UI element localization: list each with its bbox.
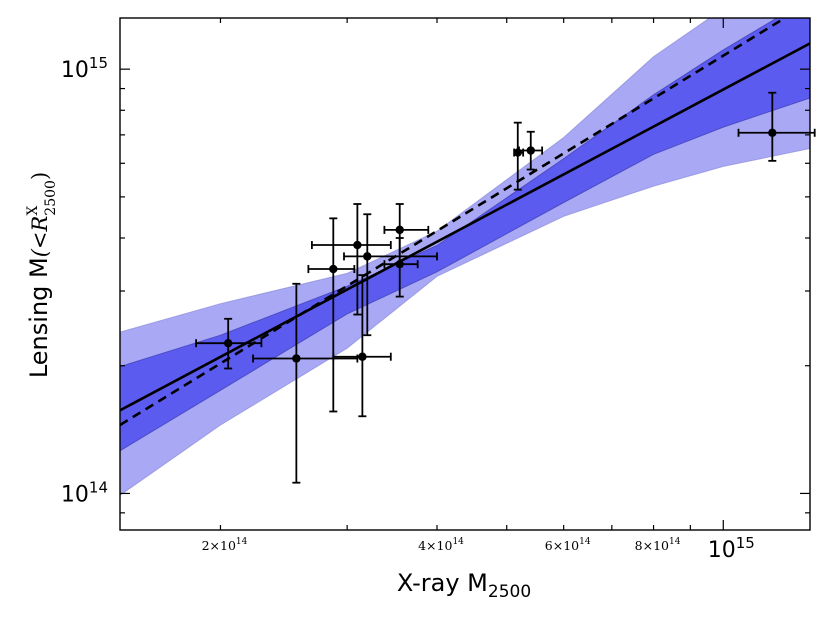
tick-mantissa: 8×10 bbox=[635, 538, 669, 553]
y-tick-label-major-1: 1014 bbox=[61, 478, 108, 507]
data-marker bbox=[353, 240, 362, 250]
x-axis-title: X-ray M2500 bbox=[397, 569, 531, 602]
x-tick-label-minor-1: 2×1014 bbox=[202, 537, 248, 553]
data-marker bbox=[395, 225, 404, 235]
data-marker bbox=[526, 146, 535, 155]
data-point-3 bbox=[307, 217, 356, 413]
confidence-bands bbox=[120, 18, 810, 496]
tick-exponent: 15 bbox=[736, 534, 755, 552]
tick-mantissa: 4×10 bbox=[418, 538, 452, 553]
tick-base: 10 bbox=[708, 538, 736, 563]
data-point-11 bbox=[737, 91, 816, 162]
data-marker bbox=[513, 148, 522, 157]
data-marker bbox=[358, 352, 367, 361]
tick-exponent: 14 bbox=[452, 537, 464, 547]
data-marker bbox=[768, 128, 777, 137]
data-point-10 bbox=[518, 130, 544, 171]
tick-base: 10 bbox=[61, 58, 89, 83]
data-point-2 bbox=[252, 282, 359, 484]
reference-line-dashed bbox=[120, 19, 781, 427]
x-tick-label-minor-2: 4×1014 bbox=[418, 537, 464, 553]
data-marker bbox=[363, 252, 372, 261]
tick-base: 10 bbox=[61, 482, 89, 507]
data-marker bbox=[223, 338, 233, 348]
tick-mantissa: 6×10 bbox=[545, 538, 579, 553]
x-tick-label-minor-3: 6×1014 bbox=[545, 537, 591, 553]
fit-lines bbox=[120, 19, 810, 427]
data-points bbox=[195, 91, 816, 484]
x-tick-label-major-1: 1015 bbox=[708, 534, 755, 563]
plot-frame bbox=[119, 17, 811, 531]
data-point-5 bbox=[310, 203, 392, 316]
tick-exponent: 14 bbox=[89, 478, 108, 496]
tick-exponent: 14 bbox=[669, 537, 681, 547]
tick-exponent: 14 bbox=[236, 537, 248, 547]
data-point-1 bbox=[195, 317, 263, 370]
data-marker bbox=[329, 264, 338, 274]
y-axis-title: Lensing M(<RX 2500) bbox=[25, 172, 59, 378]
y-tick-label-major-2: 1015 bbox=[61, 54, 108, 83]
data-point-8 bbox=[383, 203, 430, 266]
tick-mantissa: 2×10 bbox=[202, 538, 236, 553]
tick-exponent: 15 bbox=[89, 54, 108, 72]
data-point-6 bbox=[343, 213, 438, 337]
tick-exponent: 14 bbox=[579, 537, 591, 547]
data-point-4 bbox=[332, 274, 392, 418]
data-marker bbox=[292, 354, 301, 363]
x-tick-label-minor-4: 8×1014 bbox=[635, 537, 681, 553]
axis-ticks bbox=[120, 18, 810, 530]
fit-line-solid bbox=[120, 42, 810, 412]
